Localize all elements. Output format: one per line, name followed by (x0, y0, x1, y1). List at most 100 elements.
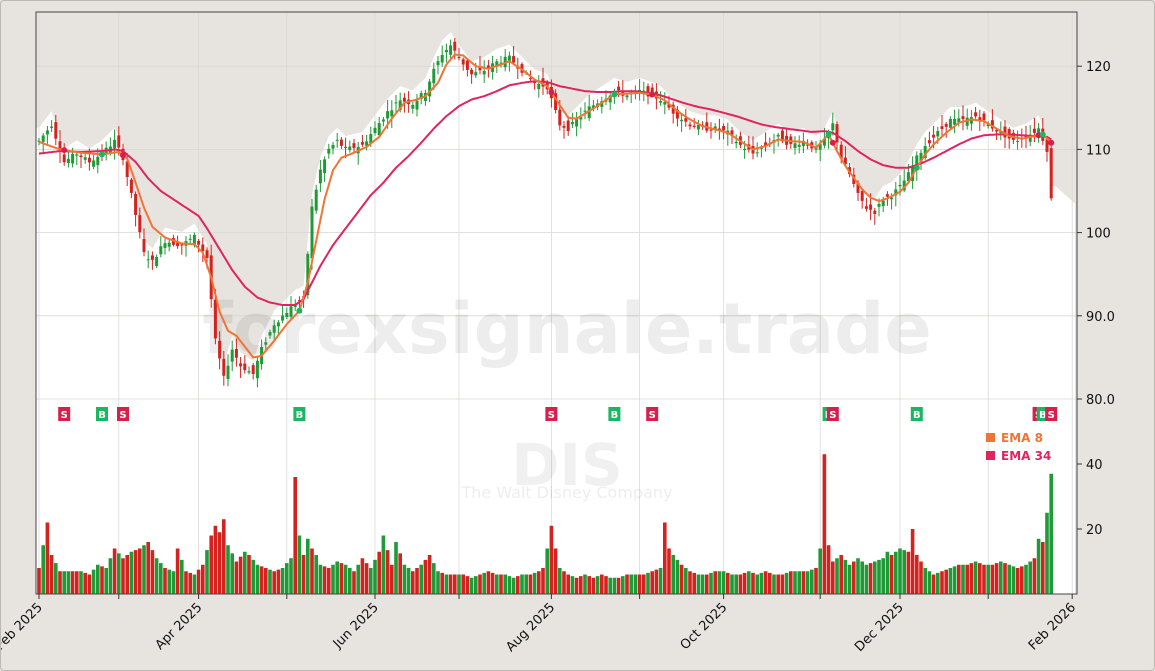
signal-label: S (119, 410, 126, 421)
price-tick-label: 100 (1086, 227, 1111, 242)
signal-marker (120, 152, 126, 159)
signal-box (117, 407, 129, 421)
candle-body (713, 126, 717, 130)
volume-bar (755, 574, 759, 594)
candle-body (289, 306, 293, 317)
volume-bar (448, 574, 453, 594)
candle-body (335, 139, 339, 141)
candle-body (856, 182, 860, 193)
candle-body (696, 124, 700, 130)
volume-bar (163, 568, 167, 594)
signal-box (96, 407, 108, 421)
candle-body (1016, 140, 1020, 142)
volume-bar (709, 572, 713, 594)
volume-bar (419, 564, 423, 594)
volume-bar (41, 545, 45, 594)
candle-body (461, 59, 465, 65)
volume-bar (999, 561, 1003, 594)
price-tick-label: 120 (1086, 60, 1111, 75)
volume-bar (663, 522, 667, 594)
signal-marker (825, 131, 832, 138)
volume-bar (402, 564, 407, 594)
candle-body (919, 152, 923, 164)
candle-body (776, 134, 780, 137)
signal-label: S (829, 410, 836, 421)
candle-body (797, 144, 801, 147)
volume-bar (1003, 563, 1007, 594)
candle-body (390, 110, 394, 117)
volume-bar (251, 559, 255, 594)
volume-bar (222, 519, 226, 594)
watermarks: forexsignale.trade DIS The Walt Disney C… (202, 288, 931, 502)
volume-bar (789, 571, 793, 594)
volume-bar (83, 572, 87, 594)
volume-bar (142, 545, 146, 594)
candle-body (411, 104, 415, 109)
volume-bar (461, 574, 465, 594)
candle-body (159, 246, 163, 255)
candle-body (369, 134, 373, 144)
volume-bar (553, 548, 558, 594)
candle-body (835, 124, 839, 143)
volume-bar (822, 454, 827, 594)
volume-bar (881, 558, 885, 594)
volume-bar (318, 564, 323, 594)
volume-bar (910, 529, 915, 594)
watermark-ticker: DIS (511, 431, 623, 499)
candle-body (566, 120, 570, 132)
volume-bar (394, 542, 398, 594)
candle-body (709, 129, 713, 131)
candle-body (66, 158, 70, 163)
volume-bar (79, 571, 83, 594)
candle-body (915, 155, 919, 171)
volume-bar (184, 571, 188, 594)
volume-bar (377, 551, 381, 594)
volume-bar (1015, 568, 1020, 594)
candle-body (957, 118, 961, 123)
candle-body (398, 100, 402, 111)
volume-bar (579, 576, 583, 594)
volume-bar (175, 548, 180, 594)
volume-bar (730, 574, 734, 594)
volume-bar (129, 551, 134, 594)
volume-bar (776, 574, 780, 594)
candle-body (37, 140, 41, 142)
candle-body (684, 118, 688, 122)
candle-body (213, 299, 217, 339)
volume-bar (427, 555, 432, 594)
volume-bar (209, 535, 213, 594)
candle-body (675, 109, 679, 119)
candle-body (591, 105, 595, 109)
volume-bar (516, 576, 520, 594)
volume-bar (600, 574, 604, 594)
signal-box (293, 407, 306, 421)
volume-bar (524, 574, 528, 594)
volume-bar (986, 564, 990, 594)
volume-bar (642, 574, 646, 594)
candle-body (470, 69, 474, 75)
signal-label: B (296, 410, 304, 421)
volume-bar (37, 568, 41, 594)
volume-bar (574, 577, 579, 594)
volume-bar (856, 558, 860, 594)
volume-bar (633, 574, 638, 594)
volume-bar (1020, 566, 1024, 594)
volume-bar (692, 572, 696, 594)
candle-body (806, 144, 810, 146)
volume-bar (873, 561, 877, 594)
candle-body (1037, 128, 1041, 133)
volume-bar (705, 574, 709, 594)
volume-bar (289, 558, 293, 594)
candle-body (222, 358, 226, 376)
volume-bar (310, 548, 314, 594)
candle-body (234, 349, 238, 358)
volume-bar (226, 545, 230, 594)
candle-body (432, 68, 436, 84)
volume-bar (965, 564, 969, 594)
volume-bar (213, 525, 218, 594)
volume-bar (364, 563, 369, 594)
candle-body (138, 215, 142, 233)
candle-body (843, 157, 847, 165)
volume-bar (604, 576, 608, 594)
volume-bar (381, 535, 386, 594)
